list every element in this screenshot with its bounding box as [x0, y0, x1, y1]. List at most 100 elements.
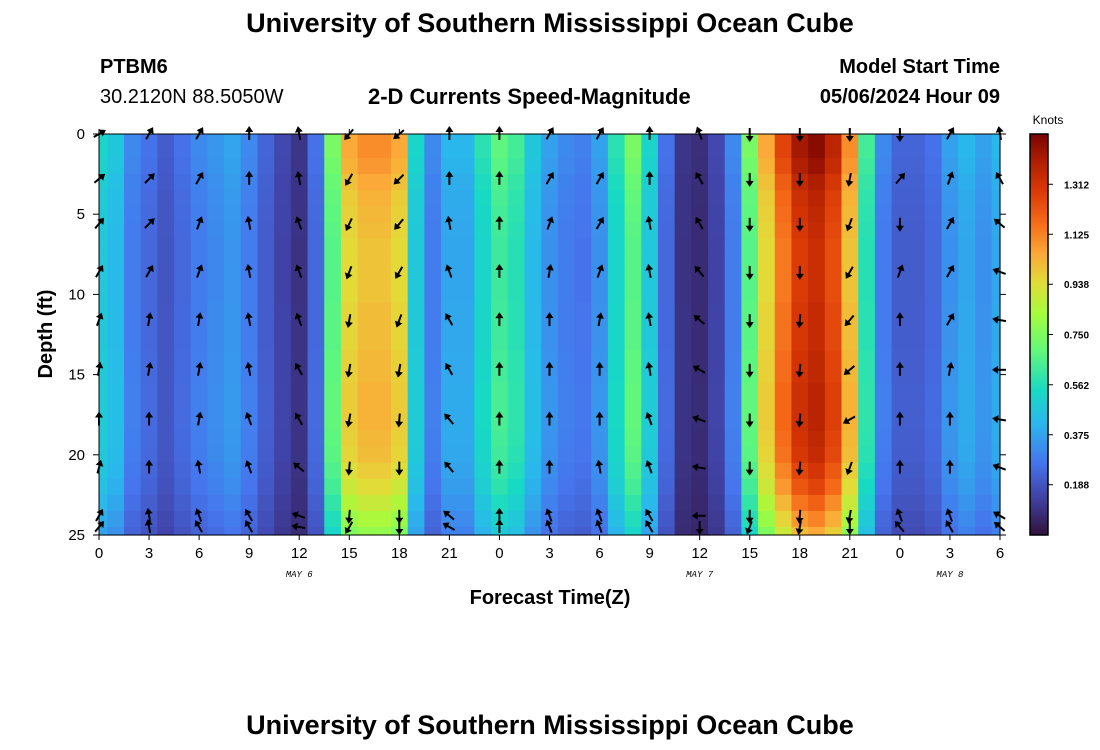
heatmap-cell — [708, 238, 726, 255]
heatmap-cell — [507, 142, 526, 159]
heatmap-cell — [274, 302, 292, 320]
heatmap-cell — [491, 398, 509, 416]
heatmap-cell — [908, 414, 926, 432]
y-tick-label: 25 — [68, 527, 85, 544]
heatmap-cell — [407, 286, 425, 304]
heatmap-cell — [240, 526, 259, 536]
heatmap-cell — [290, 222, 309, 239]
heatmap-cell — [140, 366, 158, 384]
heatmap-cell — [274, 134, 292, 143]
heatmap-cell — [991, 382, 1001, 400]
heatmap-cell — [591, 142, 609, 159]
heatmap-cell — [340, 270, 359, 287]
heatmap-cell — [357, 238, 375, 255]
heatmap-cell — [290, 398, 309, 416]
heatmap-cell — [190, 382, 209, 400]
heatmap-cell — [774, 222, 793, 239]
current-arrow — [144, 519, 153, 534]
heatmap-cell — [274, 494, 292, 512]
heatmap-cell — [324, 494, 342, 512]
heatmap-cell — [941, 526, 959, 536]
heatmap-cell — [541, 286, 559, 304]
heatmap-cell — [374, 254, 392, 271]
heatmap-cell — [924, 318, 943, 336]
heatmap-cell — [908, 398, 926, 416]
heatmap-cell — [624, 430, 642, 448]
heatmap-cell — [758, 286, 776, 304]
current-arrow — [294, 171, 303, 185]
heatmap-cell — [407, 222, 425, 239]
heatmap-cell — [908, 350, 926, 368]
heatmap-cell — [991, 350, 1001, 368]
current-arrow — [545, 459, 554, 474]
heatmap-cell — [858, 478, 876, 496]
heatmap-cell — [124, 206, 142, 223]
current-arrow — [693, 314, 705, 325]
heatmap-cell — [207, 158, 225, 175]
heatmap-cell — [107, 334, 125, 352]
heatmap-cell — [941, 174, 959, 191]
current-arrow — [695, 521, 704, 535]
heatmap-cell — [724, 462, 742, 480]
heatmap-cell — [708, 190, 726, 207]
heatmap-cell — [357, 318, 375, 336]
heatmap-cell — [390, 190, 409, 207]
heatmap-cell — [691, 494, 709, 512]
heatmap-cell — [641, 318, 659, 336]
heatmap-cell — [441, 382, 459, 400]
heatmap-cell — [908, 462, 926, 480]
current-arrow — [345, 461, 354, 476]
heatmap-cell — [190, 270, 209, 287]
heatmap-cell — [107, 366, 125, 384]
heatmap-cell — [491, 382, 509, 400]
heatmap-cell — [724, 254, 742, 271]
heatmap-cell — [124, 446, 142, 464]
heatmap-cell — [107, 510, 125, 528]
heatmap-cell — [257, 526, 275, 536]
heatmap-cell — [99, 270, 108, 287]
heatmap-cell — [824, 286, 843, 304]
heatmap-cell — [324, 462, 342, 480]
heatmap-cell — [824, 134, 843, 143]
heatmap-cell — [424, 318, 442, 336]
heatmap-cell — [607, 254, 626, 271]
heatmap-cell — [474, 142, 492, 159]
current-arrow — [845, 509, 854, 524]
heatmap-cell — [924, 494, 943, 512]
heatmap-cell — [557, 478, 576, 496]
heatmap-cell — [791, 430, 809, 448]
heatmap-cell — [224, 350, 242, 368]
heatmap-cell — [824, 174, 843, 191]
heatmap-cell — [374, 366, 392, 384]
heatmap-cell — [240, 494, 259, 512]
heatmap-cell — [808, 270, 826, 287]
heatmap-cell — [874, 238, 893, 255]
current-arrow — [645, 508, 654, 522]
heatmap-cell — [340, 382, 359, 400]
heatmap-cell — [257, 174, 275, 191]
heatmap-cell — [424, 134, 442, 143]
heatmap-cell — [674, 398, 692, 416]
heatmap-cell — [974, 318, 993, 336]
heatmap-cell — [324, 302, 342, 320]
heatmap-cell — [591, 174, 609, 191]
heatmap-cell — [507, 286, 526, 304]
heatmap-cell — [974, 270, 993, 287]
heatmap-cell — [374, 222, 392, 239]
heatmap-cell — [457, 174, 476, 191]
heatmap-cell — [991, 286, 1001, 304]
heatmap-cell — [591, 270, 609, 287]
heatmap-cell — [240, 318, 259, 336]
heatmap-cell — [474, 398, 492, 416]
heatmap-cell — [441, 270, 459, 287]
heatmap-cell — [691, 382, 709, 400]
heatmap-cell — [591, 254, 609, 271]
current-arrow — [291, 522, 306, 531]
heatmap-cell — [474, 222, 492, 239]
heatmap-cell — [758, 142, 776, 159]
current-arrow — [145, 459, 154, 474]
heatmap-cell — [357, 134, 375, 143]
heatmap-cell — [991, 478, 1001, 496]
footer-title: University of Southern Mississippi Ocean… — [246, 710, 854, 740]
heatmap-cell — [808, 286, 826, 304]
